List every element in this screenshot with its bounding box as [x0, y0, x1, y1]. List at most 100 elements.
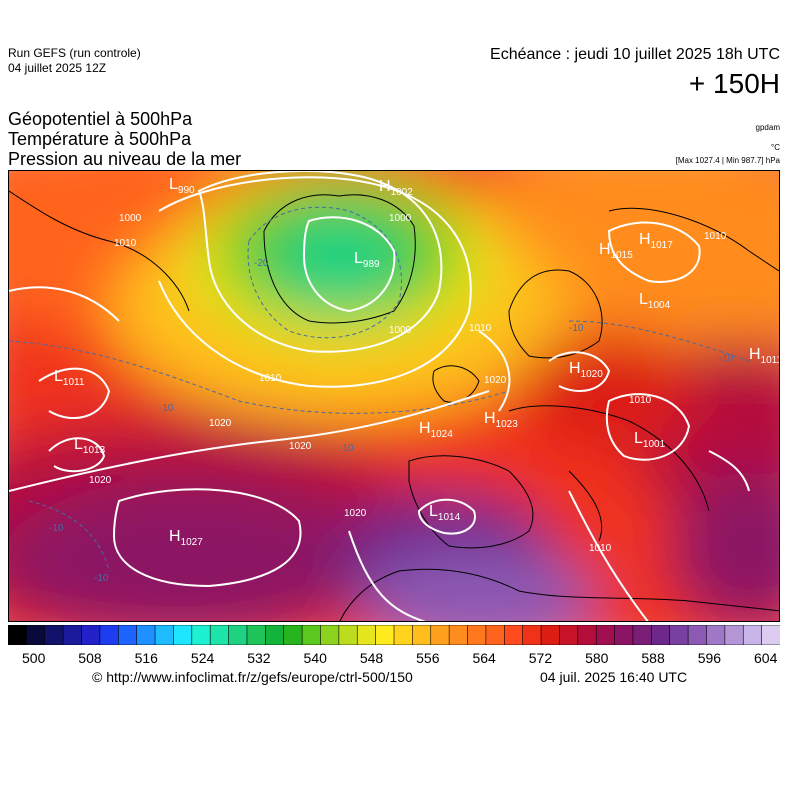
isobars	[9, 171, 750, 621]
colorbar-swatch	[44, 624, 64, 646]
lead-time: + 150H	[688, 68, 780, 99]
pressure-center: H1015	[599, 241, 633, 261]
isobar-label: 1000	[119, 213, 142, 224]
isobar-label: 1010	[589, 543, 612, 554]
pressure-center: H1002	[379, 178, 413, 198]
colorbar-swatch	[467, 624, 487, 646]
run-date: 04 juillet 2025 12Z	[8, 61, 107, 75]
temperature-geopotential-field	[9, 171, 779, 621]
colorbar-swatch	[614, 624, 634, 646]
colorbar-tick-label: 596	[697, 650, 722, 666]
unit-temperature: °C	[771, 143, 780, 152]
pressure-center: H1011	[749, 346, 780, 366]
colorbar-tick-label: 548	[359, 650, 384, 666]
pressure-center: L1011	[54, 368, 85, 388]
colorbar-swatch	[761, 624, 781, 646]
colorbar-tick-label: 508	[78, 650, 102, 666]
colorbar-swatch	[393, 624, 414, 646]
isotherm-label: -10	[339, 443, 354, 454]
colorbar-swatch	[522, 624, 542, 646]
isotherm-label: -20	[254, 258, 269, 269]
colorbar-swatch	[724, 624, 745, 646]
colorbar-swatch	[209, 624, 230, 646]
colorbar-swatch	[669, 624, 689, 646]
colorbar-swatch	[742, 624, 763, 646]
colorbar-swatch	[577, 624, 597, 646]
colorbar-swatch	[595, 624, 616, 646]
colorbar-swatch	[117, 624, 138, 646]
colorbar-swatch	[26, 624, 46, 646]
colorbar	[7, 624, 781, 646]
isotherm-label: -10	[49, 523, 64, 534]
colorbar-tick-label: 524	[190, 650, 215, 666]
colorbar-tick-label: 500	[22, 650, 46, 666]
isobar-label: 1000	[389, 213, 412, 224]
colorbar-swatch	[687, 624, 708, 646]
pressure-center: L1013	[74, 436, 106, 456]
colorbar-swatch	[154, 624, 175, 646]
colorbar-swatch	[540, 624, 561, 646]
colorbar-tick-label: 604	[754, 650, 778, 666]
colorbar-swatch	[283, 624, 303, 646]
colorbar-swatch	[706, 624, 726, 646]
isotherm-labels: -20 -10 -10 -10 -10 -10 -10	[49, 258, 734, 584]
isotherm-label: -10	[159, 403, 174, 414]
colorbar-swatch	[228, 624, 248, 646]
isobar-label: 1020	[484, 375, 507, 386]
isobar-label: 1010	[259, 373, 282, 384]
variable-temperature: Température à 500hPa	[8, 129, 192, 149]
colorbar-swatch	[301, 624, 322, 646]
colorbar-swatch	[412, 624, 432, 646]
colorbar-tick-label: 588	[641, 650, 665, 666]
isobar-label: 1020	[289, 441, 312, 452]
colorbar-tick-label: 516	[134, 650, 158, 666]
variable-mslp: Pression au niveau de la mer	[8, 149, 242, 169]
colorbar-swatch	[62, 624, 83, 646]
run-title: Run GEFS (run controle)	[8, 46, 141, 60]
colorbar-tick-label: 580	[585, 650, 609, 666]
colorbar-swatch	[559, 624, 579, 646]
pressure-minmax: [Max 1027.4 | Min 987.7] hPa	[675, 156, 780, 165]
pressure-center: L990	[169, 176, 195, 196]
colorbar-tick-label: 540	[303, 650, 327, 666]
colorbar-swatch	[320, 624, 340, 646]
colorbar-swatch	[503, 624, 524, 646]
pressure-center: H1024	[419, 420, 453, 440]
unit-geopotential: gpdam	[755, 123, 780, 132]
temperature-isotherms	[9, 206, 750, 572]
colorbar-swatch	[246, 624, 267, 646]
colorbar-swatch	[430, 624, 450, 646]
colorbar-swatch	[632, 624, 653, 646]
colorbar-swatch	[265, 624, 285, 646]
pressure-center: H1023	[484, 410, 518, 430]
colorbar-swatch	[7, 624, 28, 646]
colorbar-tick-label: 572	[528, 650, 553, 666]
pressure-center: H1027	[169, 528, 203, 548]
isotherm-label: -10	[94, 573, 109, 584]
colorbar-swatch	[375, 624, 395, 646]
pressure-center: L1004	[639, 291, 671, 311]
isobar-label: 1010	[114, 238, 137, 249]
source-credit: © http://www.infoclimat.fr/z/gefs/europe…	[92, 669, 413, 685]
pressure-center: L1001	[634, 430, 666, 450]
pressure-center: H1020	[569, 360, 603, 380]
colorbar-tick-label: 532	[247, 650, 271, 666]
isobar-label: 1010	[704, 231, 727, 242]
colorbar-tick-label: 556	[416, 650, 440, 666]
colorbar-tick-label: 564	[472, 650, 496, 666]
colorbar-swatch	[356, 624, 377, 646]
isobar-label: 1020	[209, 418, 232, 429]
isobar-labels: 1000 1010 1000 1000 1010 1010 1020 1020 1020 1020…	[89, 213, 727, 554]
isobar-label: 1010	[469, 323, 492, 334]
generation-time: 04 juil. 2025 16:40 UTC	[540, 669, 688, 685]
colorbar-swatch	[81, 624, 101, 646]
isobar-label: 1020	[89, 475, 112, 486]
forecast-valid-time: Echéance : jeudi 10 juillet 2025 18h UTC	[490, 46, 780, 63]
colorbar-swatch	[136, 624, 156, 646]
pressure-centers: L990 H1002 L989 H1015 H1017 L1004 H1011 L1011 H1…	[54, 176, 780, 548]
pressure-center: L1014	[429, 503, 461, 523]
isotherm-label: -10	[719, 353, 734, 364]
colorbar-swatch	[173, 624, 193, 646]
colorbar-swatch	[485, 624, 506, 646]
isobar-label: 1010	[629, 395, 652, 406]
